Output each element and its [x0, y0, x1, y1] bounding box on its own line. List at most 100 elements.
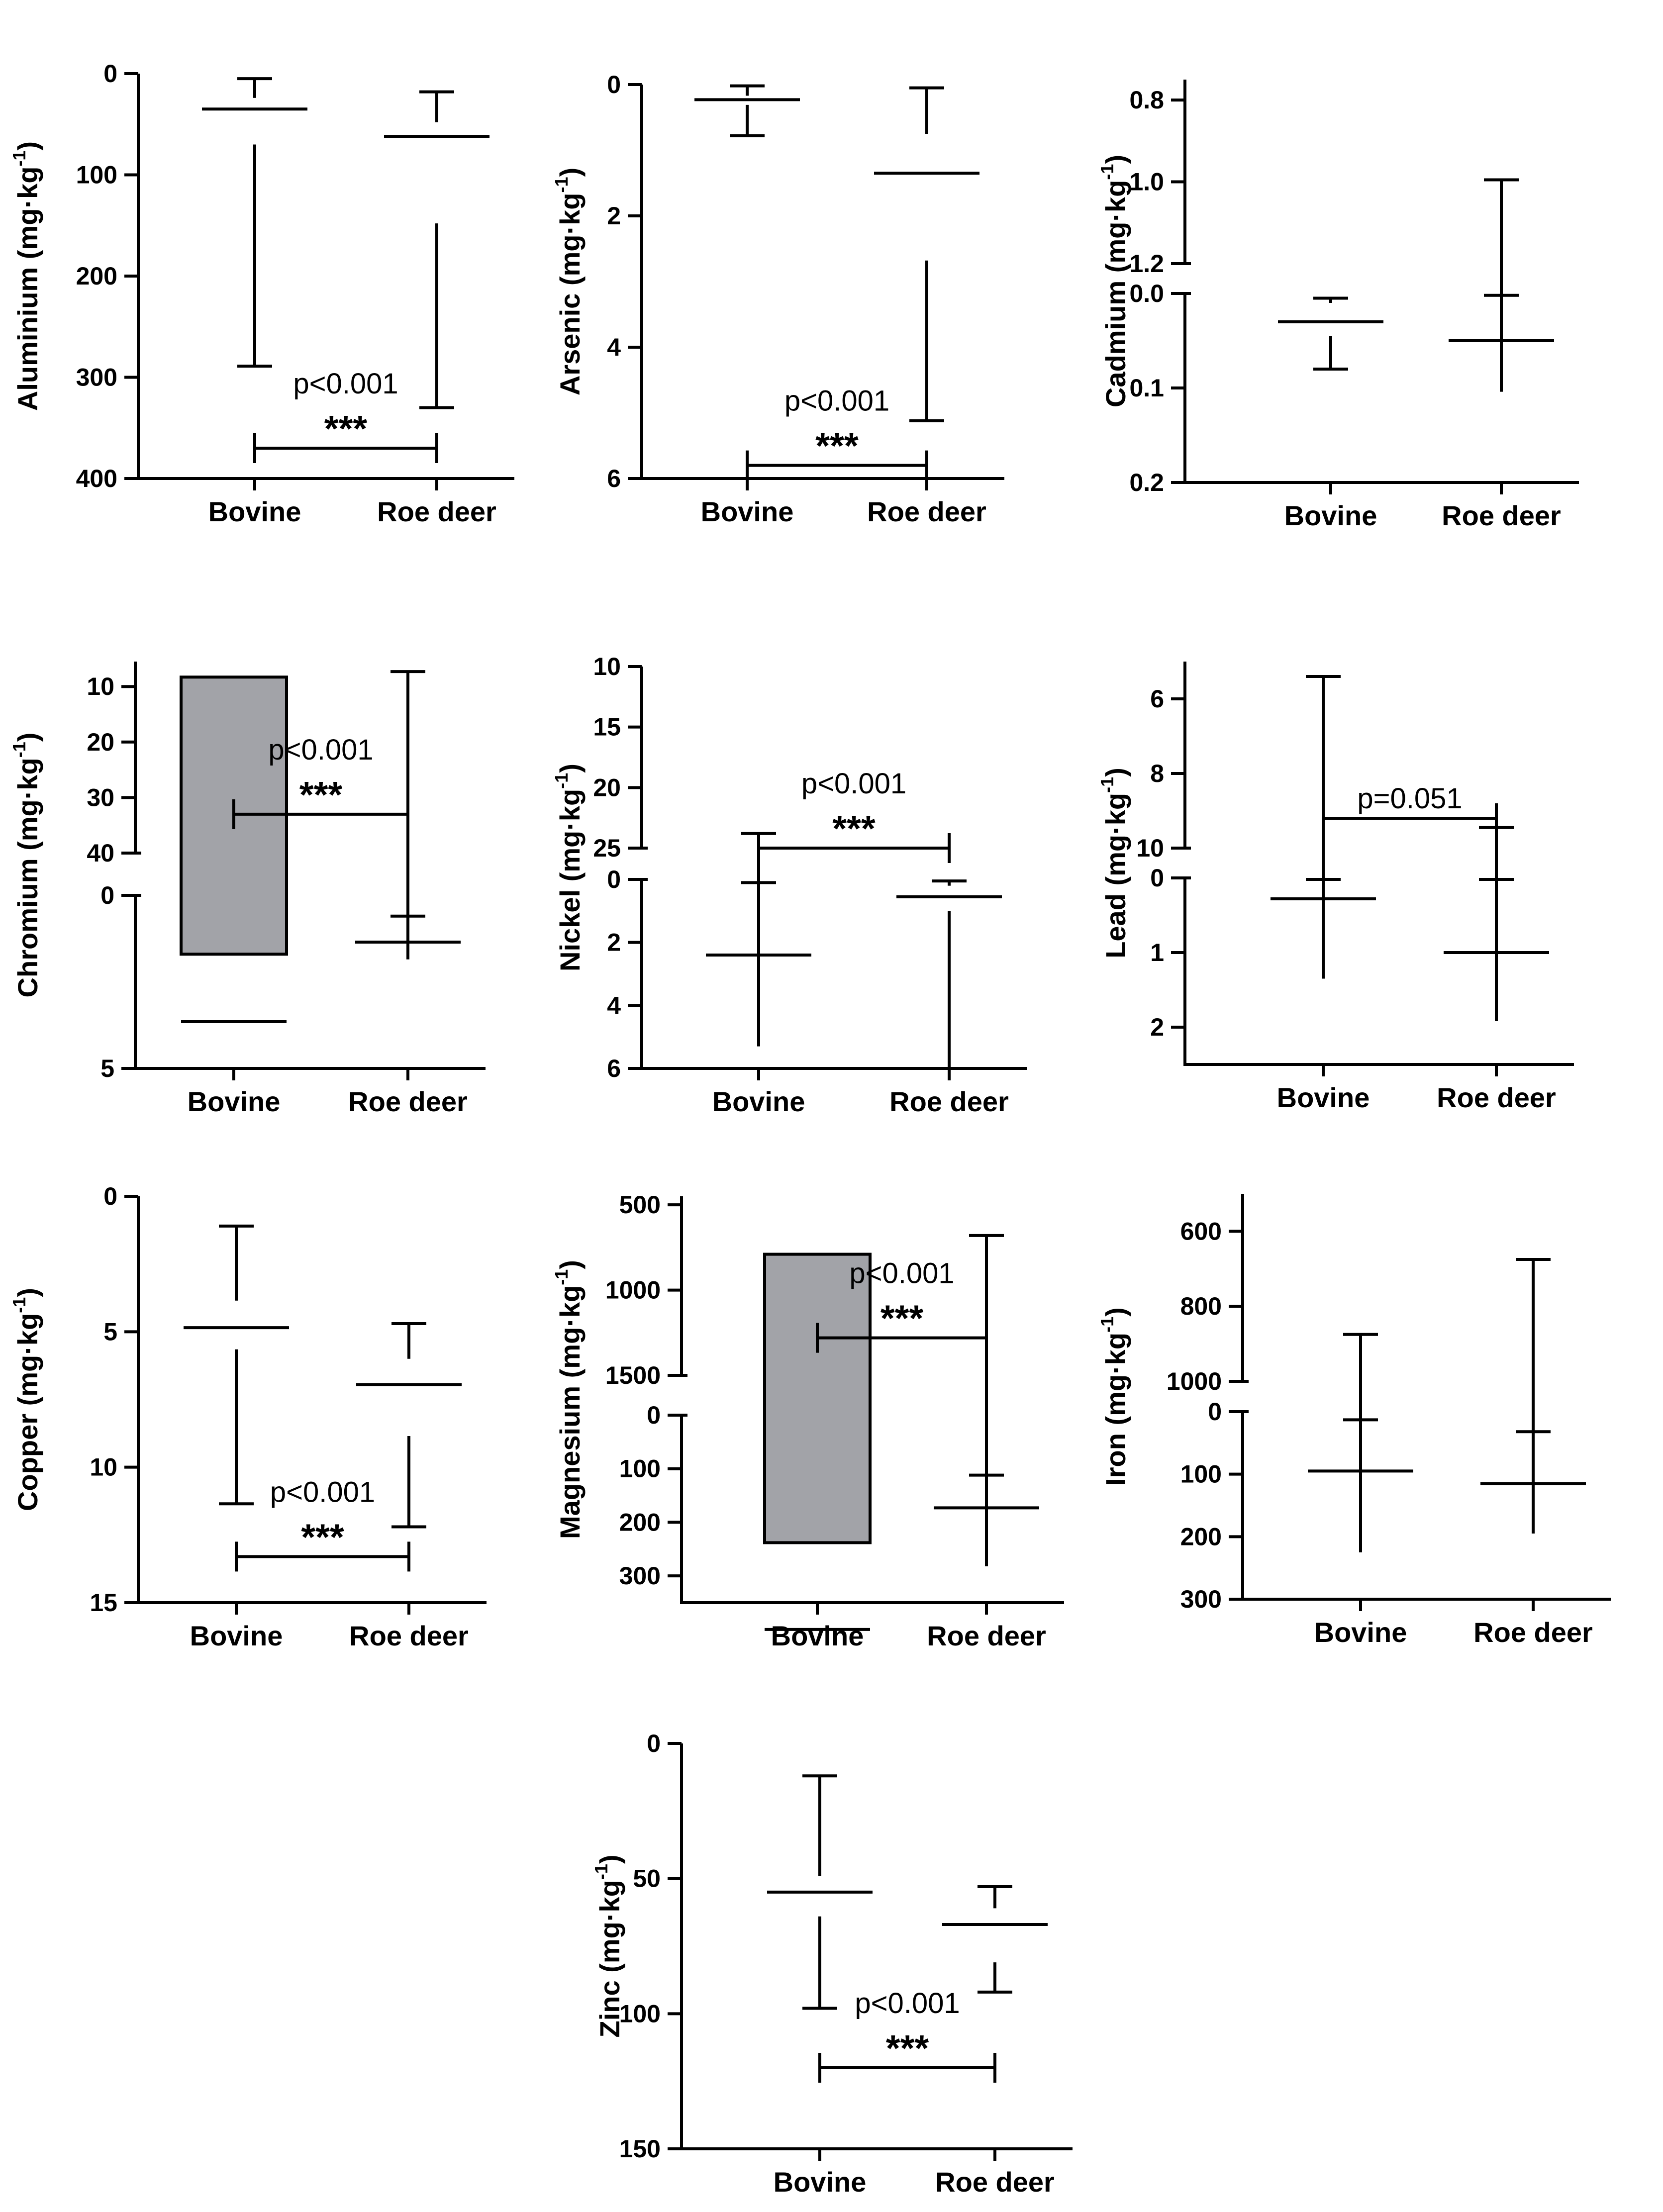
category-label-roe-deer: Roe deer — [377, 496, 496, 527]
chart-aluminium: 0 100 200 300 400 Bovine Roe deer Aluminium (mg… — [9, 60, 514, 527]
significance-bracket: *** p<0.001 — [253, 368, 438, 463]
y-tick-label: 200 — [619, 1508, 661, 1536]
category-label-roe-deer: Roe deer — [349, 1620, 469, 1651]
category-label-bovine: Bovine — [712, 1086, 805, 1117]
significance-bracket: *** p<0.001 — [818, 1987, 996, 2083]
y-tick-label: 0 — [647, 1730, 661, 1757]
category-label-roe-deer: Roe deer — [867, 496, 986, 527]
y-tick-label: 200 — [1180, 1523, 1222, 1550]
box-bovine — [184, 1224, 289, 1506]
y-tick-label: 0.8 — [1129, 86, 1164, 114]
category-label-roe-deer: Roe deer — [1442, 500, 1561, 531]
significance-stars: *** — [815, 425, 859, 467]
box-roe-deer — [384, 90, 489, 409]
box-roe-deer — [1444, 826, 1549, 1021]
p-value-label: p<0.001 — [849, 1257, 954, 1290]
chart-nickel: 0 2 4 6 10 15 20 25 Bovine Roe deer Nickel (mg·kg-… — [551, 653, 1027, 1117]
y-tick-label: 10 — [87, 673, 114, 700]
y-axis-title: Chromium (mg·kg-1) — [9, 733, 43, 998]
category-label-roe-deer: Roe deer — [1473, 1617, 1593, 1648]
significance-stars: *** — [880, 1298, 924, 1339]
y-tick-label: 4 — [607, 333, 621, 361]
p-value-label: p<0.001 — [268, 734, 373, 766]
y-tick-label: 2 — [1150, 1013, 1164, 1041]
y-tick-label: 1 — [1150, 939, 1164, 966]
significance-bracket: *** p<0.001 — [746, 385, 928, 481]
y-tick-label: 40 — [87, 839, 114, 867]
y-tick-label: 6 — [607, 1055, 621, 1082]
box-bovine — [1308, 1333, 1413, 1552]
y-axis-title: Lead (mg·kg-1) — [1097, 768, 1131, 959]
y-tick-label: 0 — [607, 71, 621, 98]
y-axis-title: Arsenic (mg·kg-1) — [551, 168, 586, 395]
bracket-line — [818, 2053, 996, 2083]
y-tick-label: 6 — [607, 465, 621, 492]
y-tick-label: 1.0 — [1129, 168, 1164, 196]
box-roe-deer — [874, 86, 979, 422]
box-bovine — [763, 1252, 872, 1631]
y-tick-label: 5 — [100, 1055, 114, 1082]
y-tick-label: 1.2 — [1129, 250, 1164, 278]
y-axis-title: Cadmium (mg·kg-1) — [1097, 155, 1131, 407]
y-axis-title: Nickel (mg·kg-1) — [551, 764, 586, 971]
chart-copper: 0 5 10 15 Bovine Roe deer Copper (mg·kg-1) *** p… — [9, 1182, 487, 1651]
chart-zinc: 0 50 100 150 Bovine Roe deer Zinc (mg·kg-1) ***… — [591, 1730, 1073, 2198]
significance-bracket: *** p<0.001 — [232, 734, 409, 829]
y-tick-label: 100 — [1180, 1460, 1222, 1488]
box-bovine — [1278, 296, 1383, 371]
box-bovine — [767, 1774, 873, 2010]
y-tick-label: 0 — [1208, 1398, 1222, 1426]
category-label-bovine: Bovine — [1277, 1082, 1370, 1113]
y-axis-title: Aluminium (mg·kg-1) — [9, 141, 43, 411]
y-tick-label: 100 — [619, 2000, 661, 2027]
category-label-bovine: Bovine — [701, 496, 794, 527]
chart-arsenic: 0 2 4 6 Bovine Roe deer Arsenic (mg·kg-1) *** p<… — [551, 71, 1004, 527]
significance-stars: *** — [832, 808, 876, 849]
y-tick-label: 10 — [90, 1453, 117, 1481]
y-axis-title: Copper (mg·kg-1) — [9, 1288, 43, 1511]
y-axis-title: Iron (mg·kg-1) — [1097, 1307, 1131, 1486]
y-tick-label: 25 — [593, 834, 621, 862]
box-roe-deer — [934, 1234, 1039, 1566]
y-tick-label: 0 — [103, 1182, 117, 1210]
y-tick-label: 0 — [103, 60, 117, 88]
category-label-bovine: Bovine — [188, 1086, 281, 1117]
bracket-line — [235, 1541, 410, 1572]
y-tick-label: 100 — [76, 161, 117, 189]
box-bovine — [202, 77, 307, 368]
significance-stars: *** — [324, 408, 368, 449]
significance-bracket: p=0.051 — [1322, 782, 1498, 833]
p-value-label: p<0.001 — [784, 385, 889, 417]
y-tick-label: 0 — [647, 1401, 661, 1429]
y-tick-label: 1000 — [1167, 1367, 1222, 1395]
y-tick-label: 15 — [90, 1589, 117, 1617]
box-roe-deer — [896, 879, 1002, 1070]
y-tick-label: 0.0 — [1129, 280, 1164, 307]
category-label-roe-deer: Roe deer — [1437, 1082, 1556, 1113]
category-label-bovine: Bovine — [190, 1620, 283, 1651]
y-tick-label: 8 — [1150, 760, 1164, 787]
y-tick-label: 0.1 — [1129, 374, 1164, 402]
category-label-roe-deer: Roe deer — [935, 2166, 1055, 2198]
significance-stars: *** — [886, 2027, 929, 2069]
category-label-bovine: Bovine — [1284, 500, 1377, 531]
bracket-line — [816, 1323, 988, 1353]
y-tick-label: 20 — [87, 728, 114, 756]
y-tick-label: 2 — [607, 929, 621, 957]
box-bovine — [180, 675, 288, 1024]
category-label-roe-deer: Roe deer — [927, 1620, 1046, 1651]
box-roe-deer — [1449, 178, 1554, 392]
box-roe-deer — [942, 1885, 1048, 1994]
bracket-line — [232, 799, 409, 829]
p-value-label: p<0.001 — [270, 1476, 375, 1508]
category-label-roe-deer: Roe deer — [348, 1086, 468, 1117]
y-tick-label: 5 — [103, 1318, 117, 1346]
y-axis-title: Magnesium (mg·kg-1) — [551, 1260, 586, 1539]
box-body — [763, 1252, 872, 1544]
y-tick-label: 50 — [633, 1865, 661, 1893]
y-tick-label: 2 — [607, 202, 621, 230]
chart-magnesium: 0 100 200 300 500 1000 1500 Bovine Roe deer Magne… — [551, 1191, 1064, 1651]
y-tick-label: 0 — [100, 881, 114, 909]
chart-lead: 0 1 2 6 8 10 Bovine Roe deer Lead (mg·kg-1) p=0.0… — [1097, 662, 1574, 1113]
y-tick-label: 0.2 — [1129, 469, 1164, 496]
